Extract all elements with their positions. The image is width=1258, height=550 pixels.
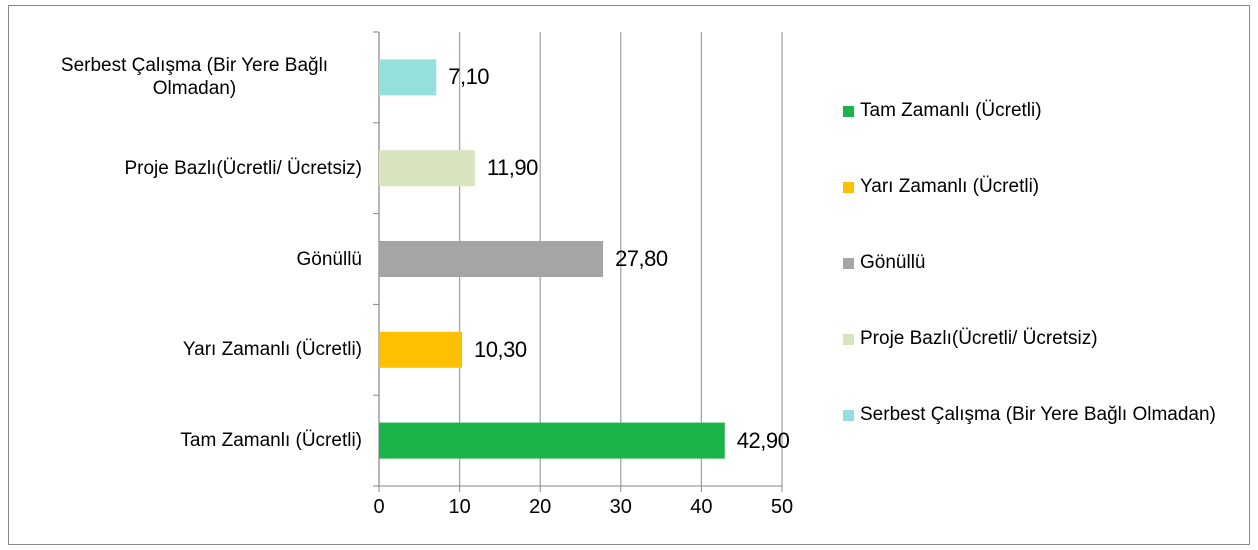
x-tick-label: 10 <box>448 496 471 518</box>
x-tick-label: 30 <box>609 496 632 518</box>
y-tick-text: Serbest Çalışma (Bir Yere Bağlı Olmadan) <box>60 55 329 100</box>
y-tick-label: Yarı Zamanlı (Ücretli) <box>10 320 362 380</box>
x-tick-label: 0 <box>373 496 385 518</box>
y-tick-label: Serbest Çalışma (Bir Yere Bağlı Olmadan) <box>10 47 362 107</box>
y-tick-text: Gönüllü <box>296 248 363 270</box>
data-label: 27,80 <box>615 246 668 271</box>
bar <box>379 241 604 277</box>
legend-swatch <box>843 334 854 345</box>
legend-label: Gönüllü <box>860 252 926 273</box>
bar <box>379 422 725 459</box>
data-label: 11,90 <box>486 155 538 181</box>
x-tick-label: 40 <box>690 496 713 518</box>
y-tick-text: Proje Bazlı(Ücretli/ Ücretsiz) <box>124 157 362 179</box>
data-label: 7,10 <box>448 64 490 90</box>
data-label: 42,90 <box>736 427 790 453</box>
legend-label: Serbest Çalışma (Bir Yere Bağlı Olmadan) <box>860 404 1216 425</box>
bar <box>379 59 437 96</box>
legend-swatch <box>843 410 854 421</box>
y-tick-text: Yarı Zamanlı (Ücretli) <box>182 339 362 361</box>
y-tick-label: Tam Zamanlı (Ücretli) <box>10 411 362 471</box>
bar <box>379 331 463 368</box>
legend-label: Tam Zamanlı (Ücretli) <box>860 100 1042 121</box>
data-label: 10,30 <box>474 336 527 362</box>
y-tick-label: Proje Bazlı(Ücretli/ Ücretsiz) <box>10 138 362 198</box>
legend-label: Proje Bazlı(Ücretli/ Ücretsiz) <box>860 328 1098 349</box>
bar <box>379 150 475 187</box>
x-tick-label: 20 <box>529 496 552 518</box>
legend-swatch <box>843 106 854 117</box>
y-tick-label: Gönüllü <box>10 229 363 289</box>
legend-label: Yarı Zamanlı (Ücretli) <box>860 176 1040 197</box>
legend-swatch <box>843 182 854 193</box>
legend-swatch <box>843 258 854 269</box>
y-tick-text: Tam Zamanlı (Ücretli) <box>180 430 362 452</box>
x-tick-label: 50 <box>770 496 794 518</box>
